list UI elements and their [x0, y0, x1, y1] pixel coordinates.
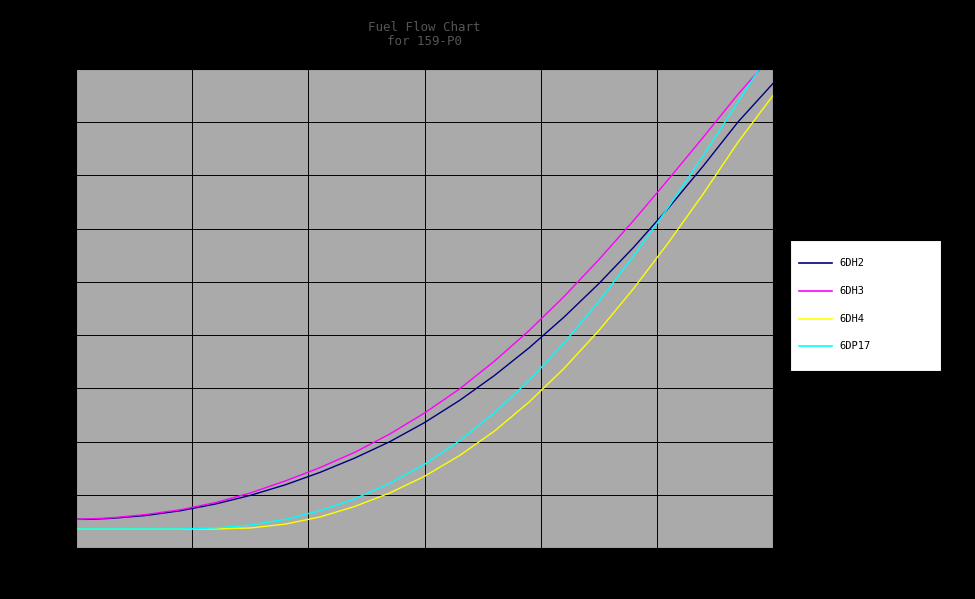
6DH3 — [698, 134, 710, 141]
Line: 6DH2: 6DH2 — [76, 83, 773, 519]
6DH4 — [593, 327, 604, 334]
Line: 6DH4: 6DH4 — [76, 95, 773, 529]
6DH2 — [419, 419, 431, 426]
6DP17 — [453, 437, 465, 444]
6DH4 — [314, 513, 326, 521]
6DH3 — [279, 477, 291, 485]
6DH4 — [767, 92, 779, 99]
6DH2 — [488, 372, 500, 379]
6DP17 — [210, 524, 221, 531]
6DH3 — [767, 51, 779, 58]
6DH2 — [84, 516, 96, 523]
6DH4 — [419, 473, 431, 480]
Text: 6DH4: 6DH4 — [839, 314, 865, 323]
6DH3 — [140, 511, 152, 518]
6DH4 — [70, 525, 82, 533]
6DP17 — [663, 203, 675, 210]
6DH3 — [70, 516, 82, 523]
6DH3 — [488, 358, 500, 365]
6DH4 — [210, 525, 221, 533]
6DH4 — [84, 525, 96, 533]
6DH3 — [84, 515, 96, 522]
6DH2 — [349, 455, 361, 462]
6DH2 — [558, 313, 569, 320]
6DH3 — [245, 489, 256, 497]
Line: 6DH3: 6DH3 — [76, 55, 773, 519]
6DH3 — [175, 506, 186, 513]
Text: 6DP17: 6DP17 — [839, 341, 871, 352]
Text: 6DH3: 6DH3 — [839, 286, 865, 296]
6DH4 — [663, 239, 675, 246]
6DP17 — [558, 340, 569, 347]
6DH3 — [628, 217, 640, 224]
6DH2 — [140, 512, 152, 519]
6DH2 — [453, 397, 465, 404]
6DH4 — [384, 489, 396, 497]
Text: 6DH2: 6DH2 — [839, 258, 865, 268]
6DH2 — [314, 469, 326, 476]
6DH4 — [349, 503, 361, 510]
6DH2 — [524, 344, 535, 352]
6DH3 — [105, 515, 117, 522]
6DH2 — [628, 244, 640, 251]
6DP17 — [279, 516, 291, 523]
6DH3 — [453, 385, 465, 392]
6DH2 — [70, 516, 82, 523]
6DH4 — [628, 285, 640, 292]
6DH2 — [767, 80, 779, 87]
6DP17 — [245, 522, 256, 529]
Line: 6DP17: 6DP17 — [76, 47, 773, 529]
6DH2 — [279, 481, 291, 488]
Text: for 159-P0: for 159-P0 — [387, 35, 461, 48]
6DH2 — [732, 118, 744, 125]
6DP17 — [593, 298, 604, 305]
6DP17 — [524, 377, 535, 384]
6DH4 — [105, 525, 117, 533]
6DP17 — [732, 98, 744, 105]
6DP17 — [349, 495, 361, 503]
6DH2 — [245, 492, 256, 499]
6DP17 — [488, 409, 500, 416]
6DH3 — [558, 293, 569, 300]
6DH2 — [593, 280, 604, 287]
6DP17 — [314, 507, 326, 515]
6DH4 — [524, 398, 535, 406]
6DP17 — [84, 525, 96, 533]
6DP17 — [767, 44, 779, 51]
6DH4 — [698, 190, 710, 197]
6DH2 — [698, 162, 710, 170]
6DH3 — [593, 256, 604, 263]
6DH4 — [140, 525, 152, 533]
6DH2 — [175, 507, 186, 515]
6DH3 — [524, 327, 535, 334]
6DH3 — [732, 90, 744, 98]
6DH3 — [384, 431, 396, 438]
6DP17 — [140, 525, 152, 533]
6DP17 — [175, 525, 186, 533]
6DH4 — [732, 138, 744, 146]
6DH3 — [210, 499, 221, 506]
6DP17 — [698, 152, 710, 159]
6DH3 — [419, 409, 431, 416]
6DP17 — [70, 525, 82, 533]
6DH3 — [349, 449, 361, 456]
6DH4 — [279, 521, 291, 528]
6DH4 — [558, 365, 569, 372]
6DH4 — [488, 428, 500, 435]
6DP17 — [105, 525, 117, 533]
6DH4 — [453, 452, 465, 459]
6DH2 — [663, 204, 675, 211]
Text: Fuel Flow Chart: Fuel Flow Chart — [368, 21, 481, 34]
6DH2 — [384, 438, 396, 445]
6DP17 — [628, 252, 640, 259]
6DH2 — [210, 500, 221, 507]
6DH2 — [105, 515, 117, 522]
6DH4 — [245, 524, 256, 531]
6DH3 — [314, 464, 326, 471]
6DH3 — [663, 176, 675, 183]
6DH4 — [175, 525, 186, 533]
6DP17 — [384, 480, 396, 487]
6DP17 — [419, 461, 431, 468]
